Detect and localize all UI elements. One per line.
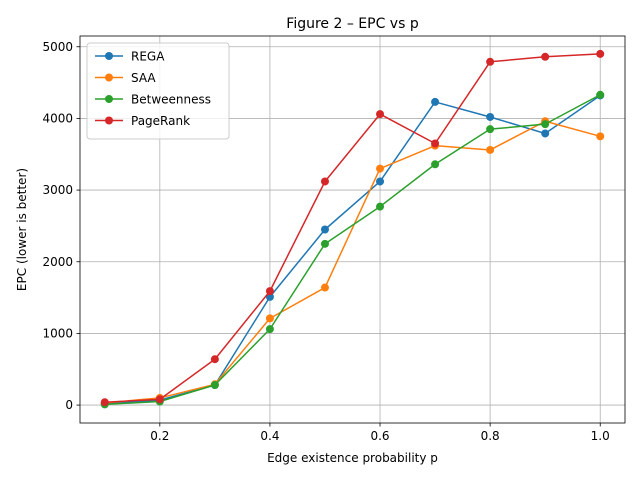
data-point	[541, 129, 550, 138]
legend-label: REGA	[131, 50, 165, 64]
y-axis-ticks: 0 1000 2000 3000 4000 5000	[42, 40, 80, 412]
data-point	[431, 160, 440, 169]
data-point	[486, 145, 495, 154]
y-tick-label: 5000	[42, 40, 73, 54]
series-line	[104, 94, 601, 406]
series-line	[104, 120, 601, 404]
data-point	[376, 177, 385, 186]
x-tick-label: 0.4	[260, 429, 279, 443]
data-point	[486, 57, 495, 66]
series-layer	[100, 49, 605, 409]
series-pagerank	[100, 49, 605, 407]
legend-item: REGA	[95, 50, 165, 64]
legend: REGA SAA Betweenness PageRank	[86, 42, 230, 140]
series-line	[104, 53, 601, 403]
legend-marker	[105, 73, 113, 82]
x-axis-label: Edge existence probability p	[267, 451, 438, 465]
y-tick-label: 1000	[42, 326, 73, 340]
data-point	[596, 132, 605, 141]
chart-title: Figure 2 – EPC vs p	[286, 16, 419, 32]
data-point	[210, 381, 219, 390]
legend-item: Betweenness	[95, 93, 211, 107]
data-point	[210, 355, 219, 364]
y-tick-label: 3000	[42, 183, 73, 197]
data-point	[376, 164, 385, 173]
data-point	[596, 90, 605, 99]
data-point	[486, 112, 495, 121]
legend-marker	[105, 116, 113, 125]
data-point	[265, 314, 274, 323]
data-point	[100, 398, 109, 407]
x-tick-label: 0.8	[481, 429, 500, 443]
data-point	[596, 49, 605, 58]
data-point	[541, 120, 550, 129]
data-point	[541, 52, 550, 61]
legend-marker	[105, 95, 113, 103]
data-point	[376, 202, 385, 211]
data-point	[265, 325, 274, 334]
y-tick-label: 0	[65, 398, 73, 412]
legend-frame	[86, 42, 230, 140]
data-point	[486, 125, 495, 134]
y-axis-label: EPC (lower is better)	[15, 168, 29, 291]
data-point	[320, 239, 329, 248]
data-point	[265, 287, 274, 296]
y-tick-label: 4000	[42, 111, 73, 125]
x-tick-label: 1.0	[591, 429, 610, 443]
plot-frame	[79, 35, 626, 424]
data-point	[320, 177, 329, 186]
legend-item: PageRank	[95, 114, 190, 128]
data-point	[376, 110, 385, 119]
data-point	[320, 225, 329, 234]
data-point	[320, 283, 329, 292]
legend-item: SAA	[95, 71, 156, 85]
x-tick-label: 0.2	[150, 429, 169, 443]
data-point	[431, 97, 440, 106]
legend-label: PageRank	[131, 114, 190, 128]
legend-marker	[105, 52, 113, 60]
y-tick-label: 2000	[42, 255, 73, 269]
data-point	[265, 292, 274, 301]
grid-lines	[80, 36, 625, 423]
legend-label: SAA	[131, 71, 156, 85]
x-tick-label: 0.6	[370, 429, 389, 443]
x-axis-ticks: 0.2 0.4 0.6 0.8 1.0	[150, 423, 610, 443]
legend-label: Betweenness	[131, 93, 211, 107]
data-point	[155, 395, 164, 404]
data-point	[431, 139, 440, 148]
